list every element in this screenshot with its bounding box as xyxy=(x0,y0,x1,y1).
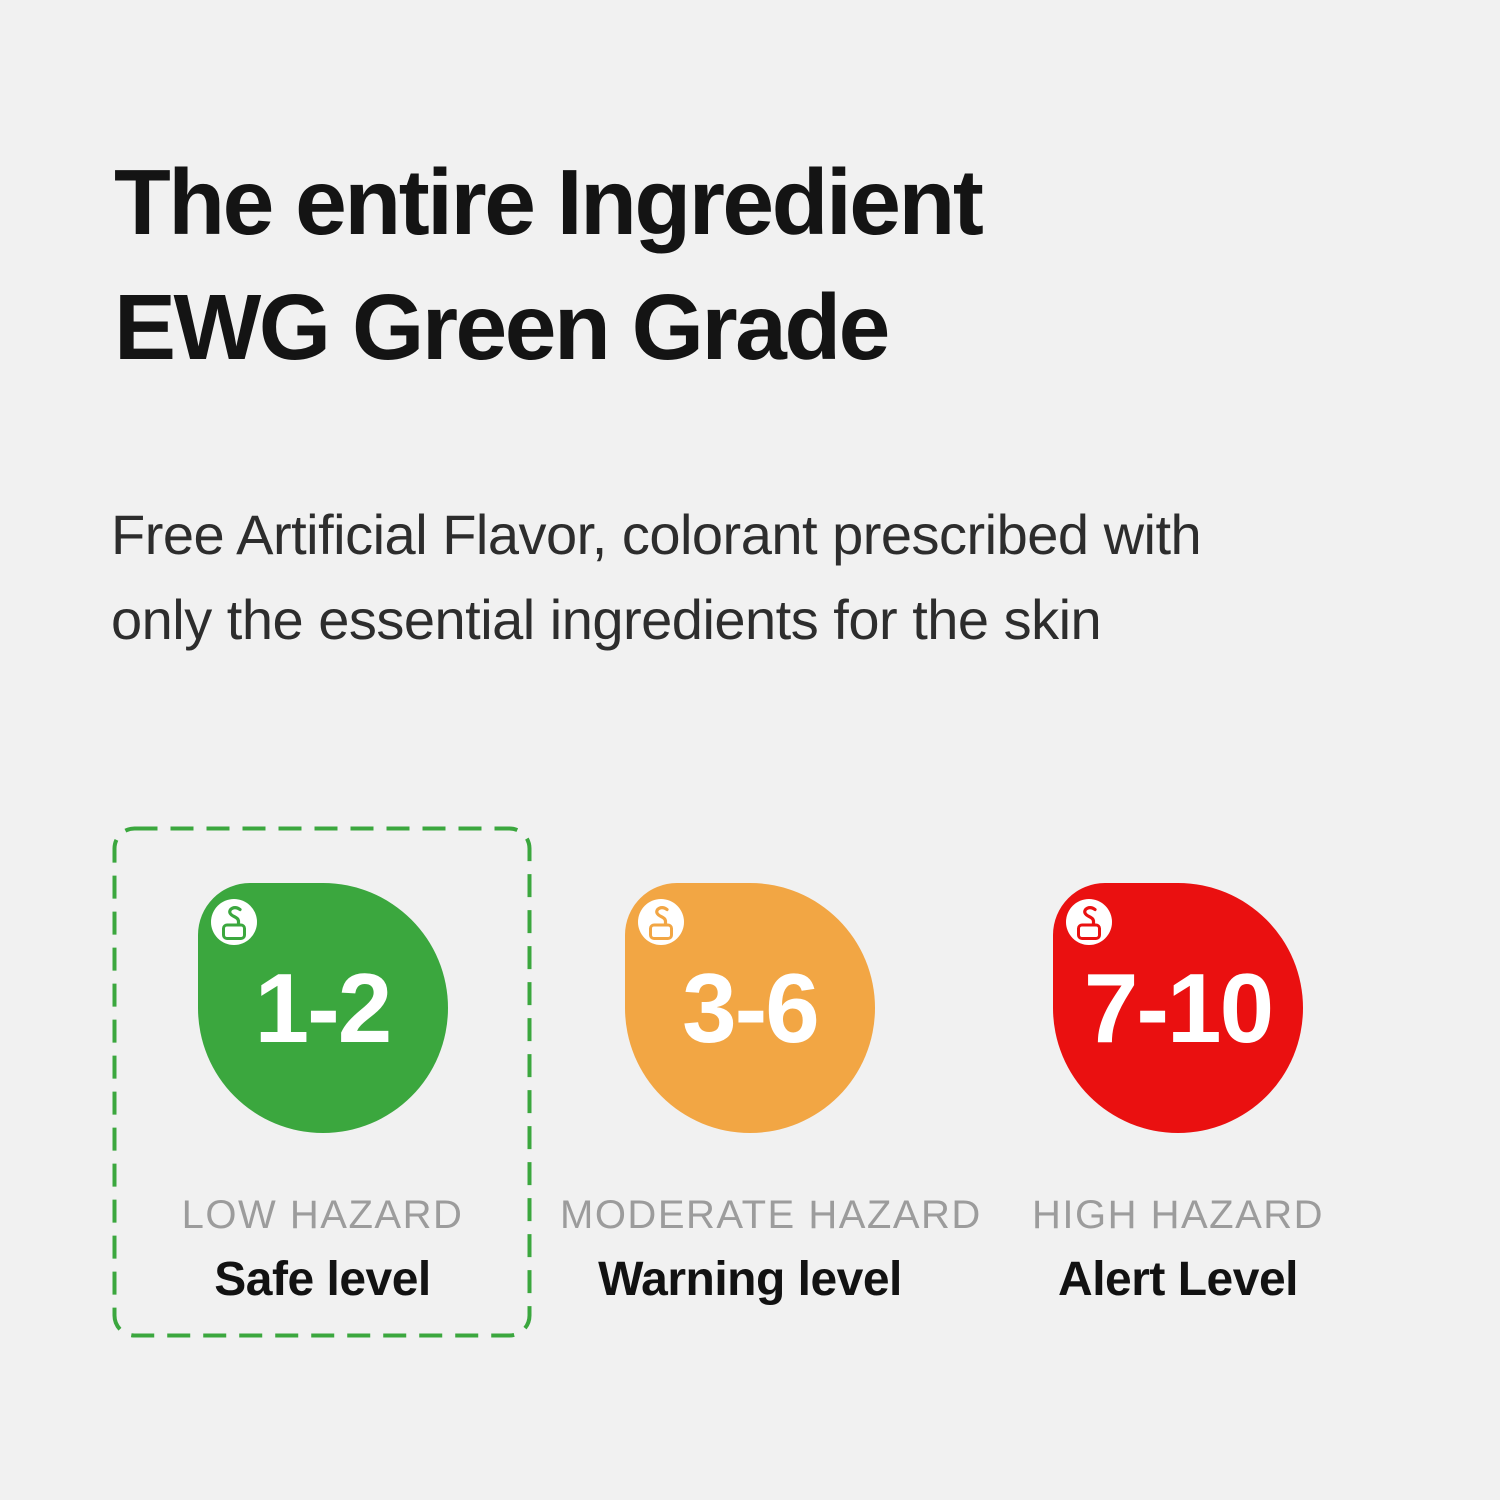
level-label: Safe level xyxy=(214,1253,431,1306)
page-title-line2: EWG Green Grade xyxy=(114,274,890,379)
grade-card-moderate-hazard: 3-6 MODERATE HAZARD Warning level xyxy=(560,883,982,1307)
page-title-line1: The entire Ingredient xyxy=(114,150,984,254)
page-title: The entire Ingredient EWG Green Grade xyxy=(114,140,984,389)
grade-badge-moderate: 3-6 xyxy=(625,883,875,1133)
grade-range-value: 3-6 xyxy=(682,953,820,1063)
grade-card-high-hazard: 7-10 HIGH HAZARD Alert Level xyxy=(988,883,1368,1307)
grade-range-value: 1-2 xyxy=(254,953,393,1063)
hazard-label: HIGH HAZARD xyxy=(1031,1193,1325,1237)
hazard-label: LOW HAZARD xyxy=(181,1193,464,1237)
highlight-dashed-border xyxy=(112,826,532,1338)
description-line2: only the essential ingredients for the s… xyxy=(111,588,1102,652)
brand-seal-icon xyxy=(638,899,684,945)
grade-card-low-hazard: 1-2 LOW HAZARD Safe level xyxy=(115,883,530,1307)
grade-badge-high: 7-10 xyxy=(1053,883,1303,1133)
hazard-label: MODERATE HAZARD xyxy=(560,1193,982,1237)
grade-range-value: 7-10 xyxy=(1083,953,1274,1063)
description-line1: Free Artificial Flavor, colorant prescri… xyxy=(111,503,1202,566)
level-label: Alert Level xyxy=(1058,1253,1298,1306)
brand-seal-icon xyxy=(1066,899,1112,945)
level-label: Warning level xyxy=(598,1253,902,1306)
description-text: Free Artificial Flavor, colorant prescri… xyxy=(111,492,1202,662)
grade-badge-low: 1-2 xyxy=(197,883,448,1133)
brand-seal-icon xyxy=(210,899,257,945)
